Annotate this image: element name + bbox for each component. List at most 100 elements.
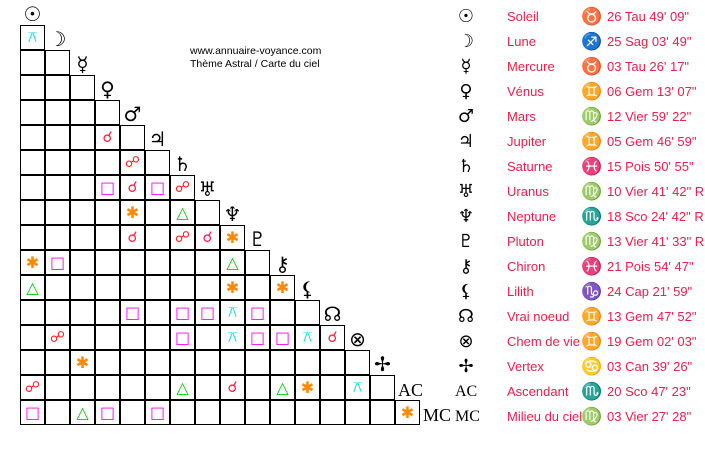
grid-cell: [45, 100, 70, 125]
grid-cell: [245, 275, 270, 300]
sextile-aspect-icon: ✱: [75, 352, 90, 372]
grid-cell: [70, 100, 95, 125]
grid-cell: [45, 350, 70, 375]
grid-cell: [245, 375, 270, 400]
grid-cell: □: [170, 325, 195, 350]
grid-cell: [320, 350, 345, 375]
zodiac-sign-icon: ♉: [581, 56, 603, 76]
grid-cell: □: [195, 300, 220, 325]
grid-label-soleil-icon: ☉: [23, 2, 42, 26]
grid-cell: [170, 250, 195, 275]
grid-cell: [345, 350, 370, 375]
grid-cell: [145, 300, 170, 325]
grid-label-lilith-icon: ⚸: [300, 277, 315, 301]
zodiac-sign-icon: ♏: [581, 206, 603, 226]
grid-cell: [270, 300, 295, 325]
grid-cell: [95, 300, 120, 325]
zodiac-sign-icon: ♉: [581, 6, 603, 26]
grid-cell: [20, 325, 45, 350]
grid-cell: [70, 250, 95, 275]
grid-cell: [195, 325, 220, 350]
planet-row-milieu-du-ciel: MC Milieu du ciel ♍ 03 Vier 27' 28": [455, 404, 691, 429]
square-aspect-icon: □: [274, 327, 291, 347]
planet-row-jupiter: ♃ Jupiter ♊ 05 Gem 46' 59": [455, 129, 697, 154]
grid-cell: [145, 325, 170, 350]
grid-cell: ☍: [20, 375, 45, 400]
planet-position: 19 Gem 02' 03": [607, 334, 697, 349]
planet-name: Vénus: [507, 84, 544, 99]
grid-cell: ✱: [20, 250, 45, 275]
opposition-aspect-icon: ☍: [49, 328, 66, 346]
soleil-icon: ☉: [457, 6, 475, 27]
planet-position: 05 Gem 46' 59": [607, 134, 697, 149]
grid-cell: ☍: [45, 325, 70, 350]
grid-cell: [245, 250, 270, 275]
grid-cell: [145, 225, 170, 250]
grid-cell: [20, 50, 45, 75]
grid-cell: [195, 375, 220, 400]
grid-cell: ☌: [220, 375, 245, 400]
grid-label-ascendant-icon: AC: [398, 380, 424, 400]
grid-cell: ☍: [170, 225, 195, 250]
grid-cell: [45, 150, 70, 175]
grid-cell: [70, 200, 95, 225]
grid-cell: [245, 400, 270, 425]
zodiac-sign-icon: ♓: [581, 156, 603, 176]
grid-label-saturne-icon: ♄: [173, 152, 192, 176]
grid-cell: [45, 200, 70, 225]
chart-subtitle: Thème Astral / Carte du ciel: [190, 58, 320, 70]
conjunction-aspect-icon: ☌: [227, 378, 238, 396]
grid-cell: [95, 275, 120, 300]
grid-cell: [70, 375, 95, 400]
grid-cell: [45, 175, 70, 200]
grid-cell: □: [245, 300, 270, 325]
square-aspect-icon: □: [249, 327, 266, 347]
conjunction-aspect-icon: ☌: [202, 228, 213, 246]
planet-row-lune: ☽ Lune ♐ 25 Sag 03' 49": [455, 29, 692, 54]
planet-name: Chiron: [507, 259, 546, 274]
square-aspect-icon: □: [99, 402, 116, 422]
grid-cell: [220, 400, 245, 425]
planet-position: 21 Pois 54' 47": [607, 259, 694, 274]
grid-cell: □: [145, 400, 170, 425]
sextile-aspect-icon: ✱: [275, 277, 290, 297]
vertex-icon: ✢: [458, 356, 474, 377]
zodiac-sign-icon: ♍: [581, 406, 603, 426]
square-aspect-icon: □: [149, 177, 166, 197]
planet-row-uranus: ♅ Uranus ♍ 10 Vier 41' 42" R: [455, 179, 704, 204]
grid-cell: [145, 275, 170, 300]
grid-cell: ☍: [120, 150, 145, 175]
square-aspect-icon: □: [149, 402, 166, 422]
quincunx-aspect-icon: ⚻: [302, 328, 313, 346]
trine-aspect-icon: △: [26, 277, 39, 297]
grid-cell: □: [170, 300, 195, 325]
grid-cell: ✱: [395, 400, 420, 425]
grid-cell: [145, 150, 170, 175]
planet-position: 03 Vier 27' 28": [607, 409, 692, 424]
grid-cell: [20, 200, 45, 225]
quincunx-aspect-icon: ⚻: [352, 378, 363, 396]
grid-cell: ☌: [95, 125, 120, 150]
trine-aspect-icon: △: [276, 377, 289, 397]
grid-cell: □: [20, 400, 45, 425]
planet-row-saturne: ♄ Saturne ♓ 15 Pois 50' 55": [455, 154, 694, 179]
grid-cell: ✱: [295, 375, 320, 400]
grid-cell: ☍: [170, 175, 195, 200]
sextile-aspect-icon: ✱: [225, 227, 240, 247]
grid-cell: [370, 375, 395, 400]
quincunx-aspect-icon: ⚻: [227, 303, 238, 321]
grid-cell: [95, 150, 120, 175]
square-aspect-icon: □: [49, 252, 66, 272]
opposition-aspect-icon: ☍: [174, 228, 191, 246]
conjunction-aspect-icon: ☌: [327, 328, 338, 346]
grid-label-lune-icon: ☽: [48, 27, 67, 51]
grid-label-jupiter-icon: ♃: [148, 127, 167, 151]
planet-name: Mars: [507, 109, 536, 124]
grid-cell: ⚻: [220, 325, 245, 350]
planet-name: Milieu du ciel: [507, 409, 583, 424]
grid-cell: △: [20, 275, 45, 300]
grid-label-milieu-du-ciel-icon: MC: [423, 405, 452, 425]
grid-cell: [70, 125, 95, 150]
grid-cell: [95, 250, 120, 275]
sextile-aspect-icon: ✱: [125, 202, 140, 222]
